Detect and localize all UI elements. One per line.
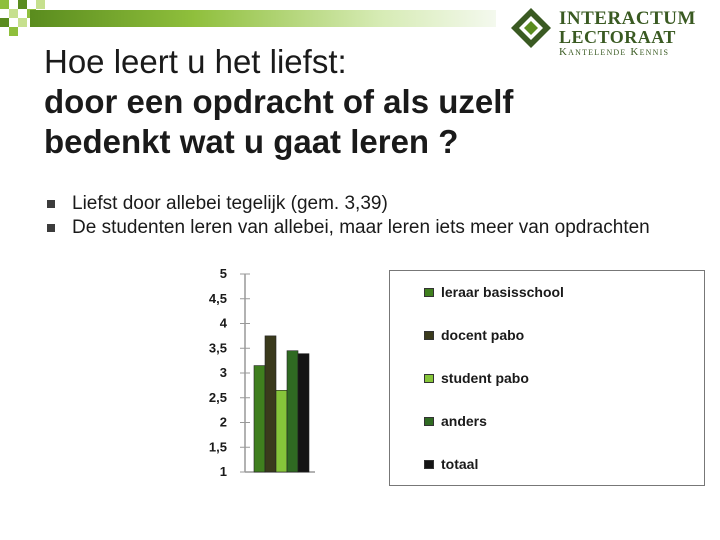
logo-name-line2: LECTORAAT: [559, 27, 676, 47]
title-line-1: Hoe leert u het liefst:: [44, 43, 347, 80]
bullet-square-icon: [47, 224, 55, 232]
chart-legend: leraar basisschool docent pabo student pab…: [389, 270, 705, 486]
y-tick-label: 3: [220, 365, 227, 380]
y-tick-label: 2,5: [209, 390, 227, 405]
title-line-3: bedenkt wat u gaat leren ?: [44, 123, 459, 160]
legend-swatch: [424, 459, 434, 469]
legend-swatch: [424, 416, 434, 426]
y-tick-label: 3,5: [209, 340, 227, 355]
legend-item: docent pabo: [424, 326, 524, 344]
y-tick-label: 4: [220, 316, 228, 331]
legend-label: student pabo: [441, 370, 529, 386]
legend-swatch: [424, 330, 434, 340]
y-tick-label: 1,5: [209, 439, 227, 454]
bullet-item: Liefst door allebei tegelijk (gem. 3,39): [44, 192, 684, 216]
bar-docent-pabo: [264, 335, 277, 473]
bullet-square-icon: [47, 200, 55, 208]
logo-tagline: Kantelende Kennis: [559, 46, 670, 58]
legend-label: docent pabo: [441, 327, 525, 343]
y-tick-label: 5: [220, 266, 227, 281]
legend-label: leraar basisschool: [441, 284, 564, 300]
y-tick-label: 1: [220, 464, 227, 479]
legend-item: anders: [424, 412, 487, 430]
header-accent-bar: [30, 10, 496, 27]
legend-label: anders: [441, 413, 487, 429]
bar-totaal: [297, 353, 310, 473]
legend-swatch: [424, 287, 434, 297]
title-line-2: door een opdracht of als uzelf: [44, 83, 514, 120]
y-tick-label: 2: [220, 415, 227, 430]
bar-anders: [286, 350, 299, 473]
bullet-text: Liefst door allebei tegelijk (gem. 3,39): [72, 193, 388, 214]
interactum-logo: INTERACTUM LECTORAAT Kantelende Kennis: [505, 6, 715, 58]
diamond-logo-icon: [511, 8, 551, 48]
bar-student-pabo: [275, 390, 288, 473]
y-tick-label: 4,5: [209, 291, 227, 306]
legend-item: student pabo: [424, 369, 529, 387]
bullet-list: Liefst door allebei tegelijk (gem. 3,39)…: [44, 192, 684, 240]
legend-item: leraar basisschool: [424, 283, 564, 301]
legend-item: totaal: [424, 455, 478, 473]
legend-label: totaal: [441, 456, 479, 472]
logo-name-line1: INTERACTUM: [559, 8, 696, 29]
bar-chart: 1 1,5 2 2,5 3 3,5 4 4,5 5: [209, 266, 315, 479]
slide-title: Hoe leert u het liefst: door een opdrach…: [44, 42, 684, 162]
bullet-item: De studenten leren van allebei, maar ler…: [44, 216, 684, 240]
bullet-text: De studenten leren van allebei, maar ler…: [72, 217, 650, 238]
legend-swatch: [424, 373, 434, 383]
bar-leraar-basisschool: [253, 365, 266, 473]
